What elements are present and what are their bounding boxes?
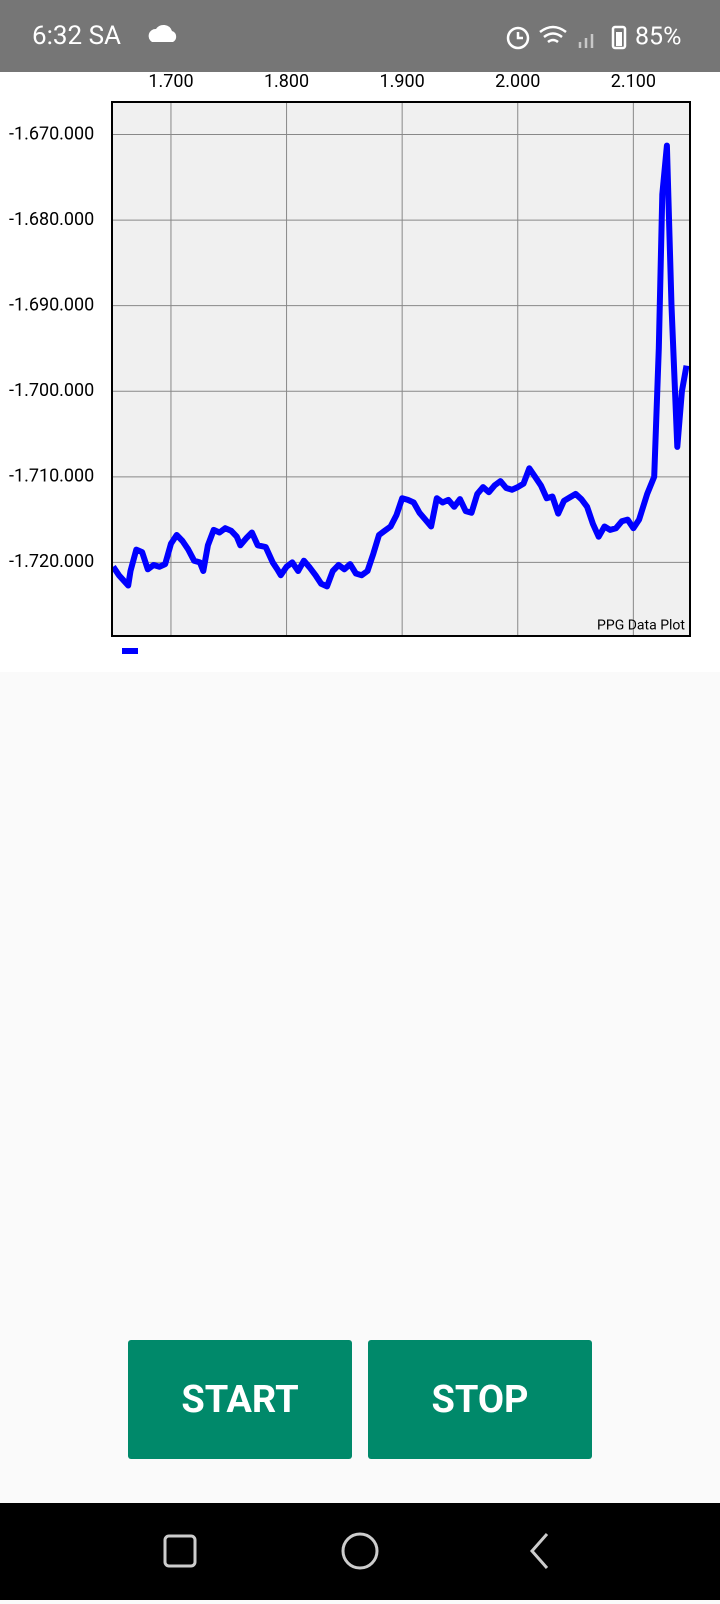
status-time: 6:32 SA (32, 21, 121, 51)
nav-home[interactable] (341, 1532, 379, 1570)
navigation-bar (0, 1503, 720, 1600)
button-start[interactable]: START (128, 1340, 352, 1459)
plot-border (111, 101, 691, 637)
y-tick-label: -1.680.000 (9, 209, 94, 230)
x-tick-label: 1.700 (148, 71, 193, 92)
y-tick-label: -1.700.000 (9, 380, 94, 401)
data-line (112, 142, 690, 590)
button-stop[interactable]: STOP (368, 1340, 592, 1459)
status-icons (506, 25, 627, 50)
button-label[interactable]: START (181, 1378, 298, 1422)
x-tick-label: 1.900 (380, 71, 425, 92)
x-tick-label: 1.800 (264, 71, 309, 92)
button-label[interactable]: STOP (431, 1378, 528, 1422)
battery-level (616, 32, 622, 46)
y-tick-label: -1.690.000 (9, 294, 94, 315)
x-tick-label: 2.000 (495, 71, 540, 92)
y-tick-label: -1.670.000 (9, 123, 94, 144)
y-tick-label: -1.710.000 (9, 466, 94, 487)
button-background[interactable] (368, 1340, 592, 1459)
plot-background (112, 102, 690, 636)
x-tick-label: 2.100 (611, 71, 656, 92)
plot (112, 102, 690, 636)
nav-recents[interactable] (163, 1534, 197, 1568)
nav-back[interactable] (529, 1533, 549, 1569)
status-bar (0, 0, 720, 72)
y-tick-label: -1.720.000 (9, 551, 94, 572)
cloud-icon (148, 24, 177, 42)
chart-annotation: PPG Data Plot (597, 618, 685, 634)
legend-swatch (122, 648, 138, 654)
status-battery: 85% (635, 23, 681, 52)
button-background[interactable] (128, 1340, 352, 1459)
